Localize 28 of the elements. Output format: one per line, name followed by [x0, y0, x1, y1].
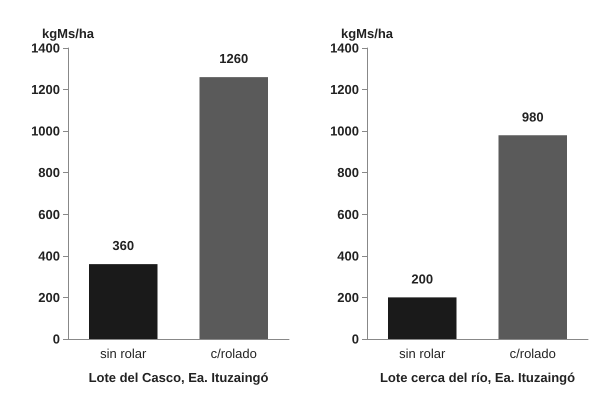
x-tick-label: c/rolado — [510, 346, 556, 361]
data-label: 1260 — [219, 51, 248, 66]
x-tick-label: sin rolar — [399, 346, 446, 361]
y-tick-label: 600 — [38, 206, 60, 222]
y-tick-label: 1400 — [31, 40, 60, 56]
y-tick-label: 200 — [38, 290, 60, 305]
x-tick-label: c/rolado — [210, 346, 257, 361]
data-label: 980 — [522, 109, 544, 124]
y-tick-label: 1000 — [330, 124, 359, 139]
y-axis-title: kgMs/ha — [42, 26, 95, 41]
y-tick-label: 1200 — [31, 82, 60, 98]
y-tick-label: 0 — [352, 332, 359, 346]
y-tick-label: 0 — [52, 332, 60, 346]
x-tick-label: sin rolar — [100, 346, 148, 361]
x-axis-title: Lote cerca del río, Ea. Ituzaingó — [380, 370, 576, 385]
y-tick-label: 200 — [337, 290, 359, 305]
y-tick-label: 400 — [38, 248, 60, 264]
data-label: 360 — [112, 238, 134, 254]
y-tick-label: 1000 — [31, 124, 60, 139]
y-axis-title: kgMs/ha — [340, 26, 394, 41]
y-tick-label: 1400 — [330, 40, 359, 56]
y-tick-label: 600 — [337, 206, 359, 222]
y-tick-label: 400 — [337, 248, 359, 264]
y-tick-label: 800 — [38, 165, 60, 180]
data-label: 200 — [411, 271, 434, 286]
y-tick-label: 1200 — [330, 82, 359, 98]
y-tick-label: 800 — [337, 165, 359, 180]
x-axis-title: Lote del Casco, Ea. Ituzaingó — [88, 370, 268, 385]
